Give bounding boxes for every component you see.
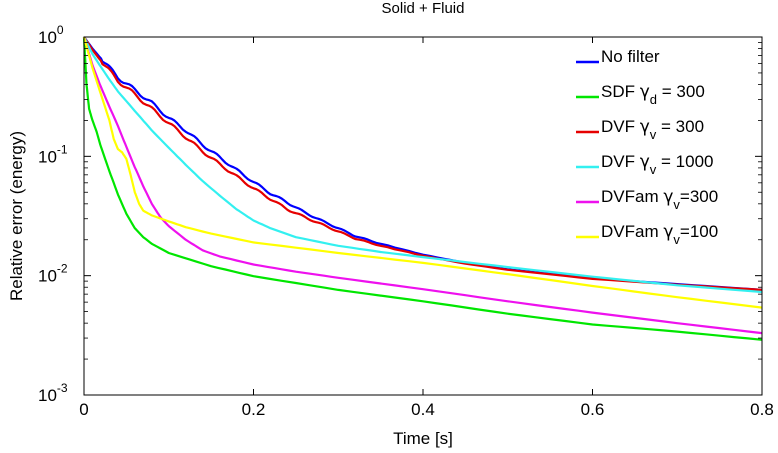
- series-line-4: [82, 36, 763, 335]
- y-axis-title: Relative error (energy): [7, 131, 26, 301]
- series-line-3: [83, 36, 763, 294]
- chart-title: Solid + Fluid: [382, 0, 465, 17]
- legend-label: DVF γv = 300: [601, 117, 704, 142]
- y-tick-label: 10-1: [38, 142, 68, 166]
- y-tick-label: 10-2: [38, 262, 68, 286]
- y-axis-ticks: 100 10-1 10-2 10-3: [38, 23, 762, 405]
- data-lines: [82, 36, 763, 341]
- plot-area: [84, 37, 762, 395]
- series-line-1: [82, 36, 763, 341]
- y-tick-label: 100: [38, 23, 64, 47]
- series-line-2: [83, 36, 763, 291]
- x-axis-ticks: 0 0.2 0.4 0.6 0.8: [79, 37, 774, 419]
- x-tick-label: 0.6: [581, 400, 605, 419]
- x-tick-label: 0: [79, 400, 88, 419]
- x-tick-label: 0.8: [750, 400, 774, 419]
- legend-label: DVF γv = 1000: [601, 152, 714, 177]
- legend: No filter SDF γd = 300 DVF γv = 300 DVF γv …: [576, 47, 718, 247]
- legend-label: No filter: [601, 47, 660, 66]
- legend-label: SDF γd = 300: [601, 82, 705, 107]
- x-tick-label: 0.4: [411, 400, 435, 419]
- x-axis-title: Time [s]: [393, 429, 453, 448]
- x-tick-label: 0.2: [242, 400, 266, 419]
- y-tick-label: 10-3: [38, 381, 68, 405]
- series-line-5: [82, 36, 763, 309]
- legend-label: DVFam γv=100: [601, 222, 718, 247]
- legend-label: DVFam γv=300: [601, 187, 718, 212]
